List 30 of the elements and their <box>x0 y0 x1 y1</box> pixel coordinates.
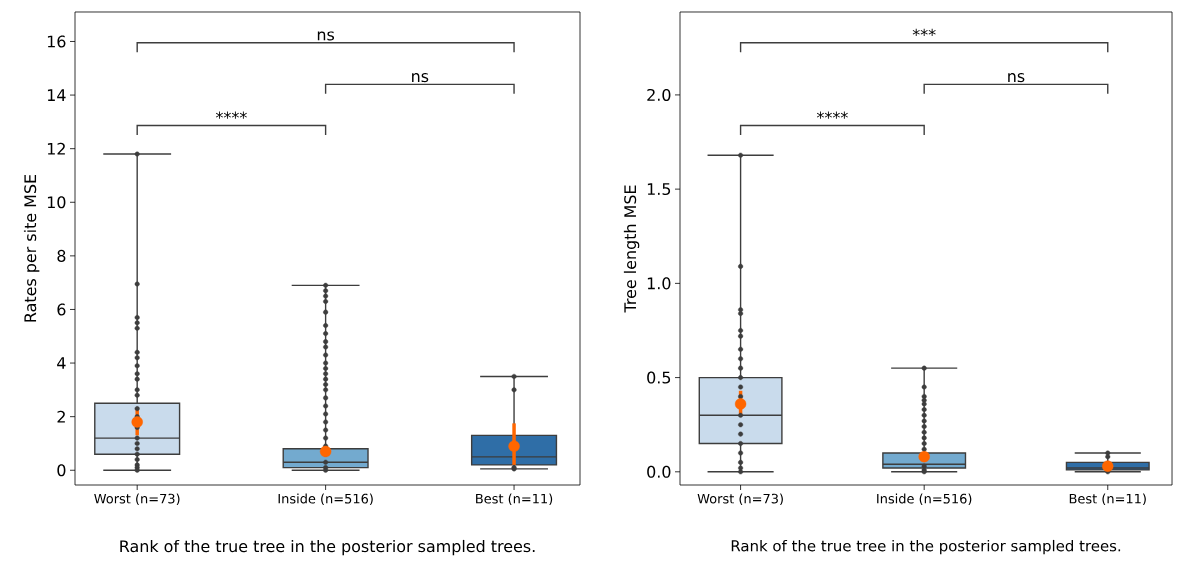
annotation: ns <box>412 73 429 83</box>
x-axis-title: Rank of the true tree in the posterior sampled trees. <box>731 539 1121 555</box>
annotation: **** <box>215 111 247 119</box>
annotation: ns <box>1008 73 1025 83</box>
y-tick-label: 6 <box>57 303 66 316</box>
y-tick-label: 4 <box>57 357 66 369</box>
y-tick-label: 0.0 <box>647 465 671 478</box>
y-tick-label: 2.0 <box>647 88 671 101</box>
x-axis-title: Rank of the true tree in the posterior sampled trees. <box>120 539 535 556</box>
y-axis-title: Rates per site MSE <box>23 174 40 322</box>
y-tick-label: 2 <box>57 410 65 423</box>
annotation: **** <box>816 111 848 119</box>
x-tick-label: Inside (n=516) <box>278 493 373 506</box>
y-tick-label: 10 <box>47 196 66 209</box>
y-tick-label: 12 <box>47 142 65 155</box>
x-tick-label: Best (n=11) <box>1069 493 1146 506</box>
y-tick-label: 0 <box>57 464 66 477</box>
x-tick-label: Worst (n=73) <box>94 493 180 506</box>
x-tick-label: Worst (n=73) <box>697 493 783 506</box>
y-tick-label: 1.5 <box>647 183 671 196</box>
y-tick-label: 14 <box>47 89 66 101</box>
y-tick-label: 1.0 <box>647 277 671 290</box>
y-tick-label: 0.5 <box>647 371 671 384</box>
annotation: ns <box>317 31 335 41</box>
x-tick-label: Inside (n=516) <box>877 493 972 506</box>
annotation: *** <box>912 28 936 36</box>
y-tick-label: 8 <box>57 249 66 262</box>
y-axis-title: Tree length MSE <box>623 185 640 313</box>
y-tick-label: 16 <box>47 35 66 48</box>
x-tick-label: Best (n=11) <box>476 493 553 506</box>
